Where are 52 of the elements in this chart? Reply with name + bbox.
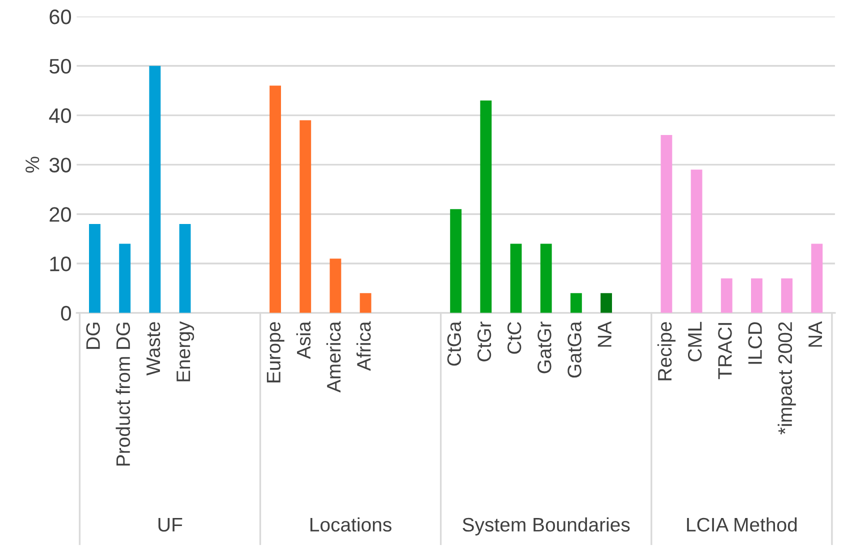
bar: [149, 66, 161, 313]
x-tick-label: ILCD: [748, 322, 762, 364]
bar: [690, 170, 702, 313]
x-tick-label: Recipe: [657, 322, 676, 380]
bar: [570, 293, 582, 313]
x-tick-label: NA: [598, 321, 612, 347]
bar: [720, 278, 732, 313]
text: Locations: [310, 517, 392, 532]
x-tick-label: Europe: [266, 322, 284, 382]
bar: [270, 86, 281, 313]
bar: [330, 258, 342, 313]
x-tick-label: America: [326, 321, 341, 393]
bar: [811, 244, 823, 313]
bar: [89, 224, 100, 313]
bar: [510, 244, 522, 313]
bar: [781, 278, 793, 313]
x-tick-label: Waste: [146, 322, 160, 376]
bar: [540, 244, 552, 313]
x-tick-label: Asia: [296, 321, 311, 360]
y-tick-label: 40: [49, 108, 72, 124]
x-tick-label: GatGa: [568, 321, 582, 378]
text: LCIA Method: [687, 517, 797, 532]
bar: [480, 100, 492, 313]
x-tick-label: GatGr: [538, 322, 552, 374]
y-tick-label: 30: [49, 158, 72, 172]
y-tick-label: 20: [50, 207, 72, 222]
bar: [179, 224, 191, 313]
x-tick-label: CML: [688, 322, 702, 362]
x-tick-label: *impact 2002: [778, 322, 796, 434]
y-axis-title: %: [26, 156, 40, 173]
x-tick-label: CtGr: [477, 322, 492, 362]
y-tick-label: 60: [50, 9, 72, 24]
bar: [360, 293, 372, 313]
bar: [300, 120, 312, 313]
y-tick-label: 50: [49, 58, 72, 74]
y-tick-label: 0: [61, 306, 72, 321]
bar: [600, 293, 612, 313]
text: UF: [158, 518, 182, 532]
x-tick-label: CtC: [507, 322, 522, 354]
bar: [660, 135, 672, 313]
bar: [751, 278, 762, 313]
x-tick-label: TRACI: [718, 323, 732, 380]
y-tick-label: 10: [50, 256, 72, 272]
text: System Boundaries: [462, 517, 630, 536]
bar: [119, 244, 131, 313]
x-tick-label: DG: [86, 322, 100, 349]
x-tick-label: Africa: [356, 321, 371, 371]
x-tick-label: Product from DG: [116, 322, 130, 466]
x-tick-label: Energy: [176, 321, 194, 382]
x-tick-label: NA: [808, 321, 822, 347]
x-tick-label: CtGa: [447, 321, 462, 366]
bar: [450, 209, 462, 313]
